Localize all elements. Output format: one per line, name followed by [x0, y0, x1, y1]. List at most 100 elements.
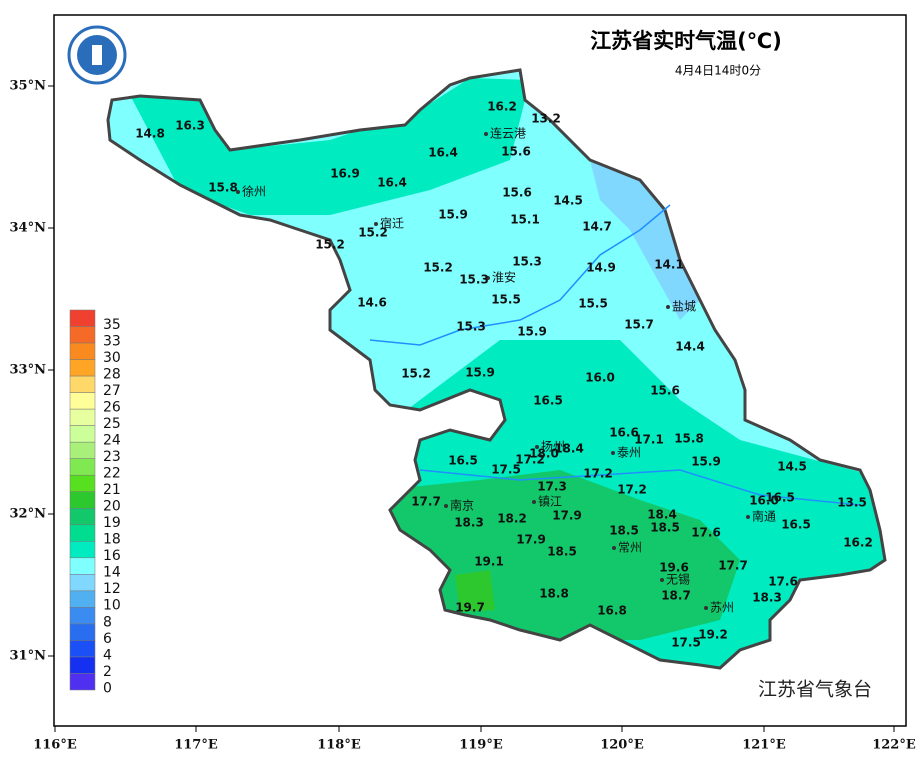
station-temperature: 19.7	[455, 601, 485, 615]
y-tick-label: 31°N	[10, 649, 47, 664]
station-temperature: 15.9	[465, 366, 495, 380]
legend-label: 35	[103, 317, 121, 333]
legend-swatch	[69, 425, 96, 443]
station-temperature: 14.5	[777, 460, 807, 474]
station-temperature: 16.3	[175, 119, 205, 133]
legend-label: 2	[103, 664, 112, 680]
station-temperature: 17.2	[617, 483, 647, 497]
legend-label: 4	[103, 647, 112, 663]
legend-label: 20	[103, 499, 121, 515]
station-temperature: 19.1	[474, 555, 504, 569]
station-temperature: 17.6	[768, 575, 798, 589]
station-temperature: 16.5	[765, 491, 795, 505]
legend-label: 21	[103, 482, 121, 498]
station-temperature: 16.4	[428, 146, 458, 160]
city-name: 盐城	[672, 300, 696, 314]
station-temperature: 17.9	[516, 533, 546, 547]
station-temperature: 15.2	[401, 367, 431, 381]
city-name: 南京	[450, 498, 474, 513]
station-temperature: 18.0	[529, 447, 559, 461]
yangtze-river	[419, 469, 861, 506]
station-temperature: 15.8	[674, 432, 704, 446]
station-temperature: 17.2	[515, 453, 545, 467]
city-name: 泰州	[617, 446, 641, 460]
legend-label: 28	[103, 366, 121, 382]
station-temperature: 16.8	[597, 604, 627, 618]
city-dot	[484, 132, 488, 136]
x-tick-label: 117°E	[174, 738, 218, 753]
legend-swatch	[69, 524, 96, 542]
legend-label: 27	[103, 383, 121, 399]
time: 4月4日14时0分	[675, 64, 761, 78]
station-temperature: 15.3	[459, 273, 489, 287]
station-temperature: 14.1	[654, 258, 684, 272]
legend-swatch	[69, 623, 96, 641]
station-temperature: 15.3	[456, 320, 486, 334]
province-outline	[106, 68, 887, 670]
city-name: 无锡	[666, 572, 690, 587]
legend-swatch	[69, 458, 96, 476]
logo	[67, 25, 127, 85]
station-temperature: 16.5	[533, 394, 563, 408]
station-temperature: 15.6	[501, 145, 531, 159]
station-temperature: 15.9	[691, 455, 721, 469]
legend-swatch	[69, 607, 96, 625]
station-temperature: 15.7	[624, 318, 654, 332]
city-dot	[236, 190, 240, 194]
city-dot	[444, 504, 448, 508]
legend-label: 26	[103, 399, 121, 415]
legend-swatch	[69, 326, 96, 344]
legend-swatch	[69, 574, 96, 592]
station-temperature: 15.2	[315, 238, 345, 252]
city-name: 宿迁	[380, 216, 404, 231]
footer: 江苏省气象台	[758, 679, 872, 701]
legend-label: 30	[103, 350, 121, 366]
station-temperature: 18.5	[650, 521, 680, 535]
station-temperature: 15.6	[502, 186, 532, 200]
y-tick-label: 32°N	[10, 507, 47, 522]
legend-label: 10	[103, 598, 121, 614]
legend-label: 6	[103, 631, 112, 647]
station-temperature: 14.5	[553, 194, 583, 208]
legend-label: 8	[103, 614, 112, 630]
station-temperature: 17.7	[718, 559, 748, 573]
legend-label: 19	[103, 515, 121, 531]
station-temperature: 13.2	[531, 112, 561, 126]
station-temperature: 18.4	[647, 508, 677, 522]
station-temperature: 14.8	[135, 127, 165, 141]
station-temperature: 16.2	[843, 536, 873, 550]
city-name: 连云港	[490, 126, 526, 141]
legend-swatch	[69, 342, 96, 360]
station-temperature: 18.3	[454, 516, 484, 530]
y-tick-label: 35°N	[10, 79, 47, 94]
station-temperature: 18.2	[497, 512, 527, 526]
legend-swatch	[69, 656, 96, 674]
station-temperature: 17.5	[491, 463, 521, 477]
city-dot	[535, 445, 539, 449]
legend-label: 12	[103, 581, 121, 597]
station-temperature: 16.0	[749, 494, 779, 508]
x-tick-label: 119°E	[459, 738, 503, 753]
y-tick-label: 34°N	[10, 221, 47, 236]
legend-label: 24	[103, 433, 121, 449]
legend-label: 18	[103, 532, 121, 548]
city-name: 淮安	[492, 270, 516, 285]
station-temperature: 17.1	[634, 433, 664, 447]
station-temperature: 13.5	[837, 496, 867, 510]
station-temperature: 17.5	[671, 636, 701, 650]
river	[369, 204, 671, 346]
title: 江苏省实时气温(℃)	[590, 29, 782, 53]
legend-swatch	[69, 441, 96, 459]
city-dot	[374, 222, 378, 226]
city-dot	[611, 451, 615, 455]
station-temperature: 14.4	[675, 340, 705, 354]
station-temperature: 15.5	[578, 297, 608, 311]
legend-swatch	[69, 309, 96, 327]
x-tick-label: 120°E	[600, 738, 644, 753]
city-name: 徐州	[242, 184, 266, 199]
legend-swatch	[69, 557, 96, 575]
legend-swatch	[69, 590, 96, 608]
station-temperature: 18.4	[554, 442, 584, 456]
city-dot	[660, 578, 664, 582]
